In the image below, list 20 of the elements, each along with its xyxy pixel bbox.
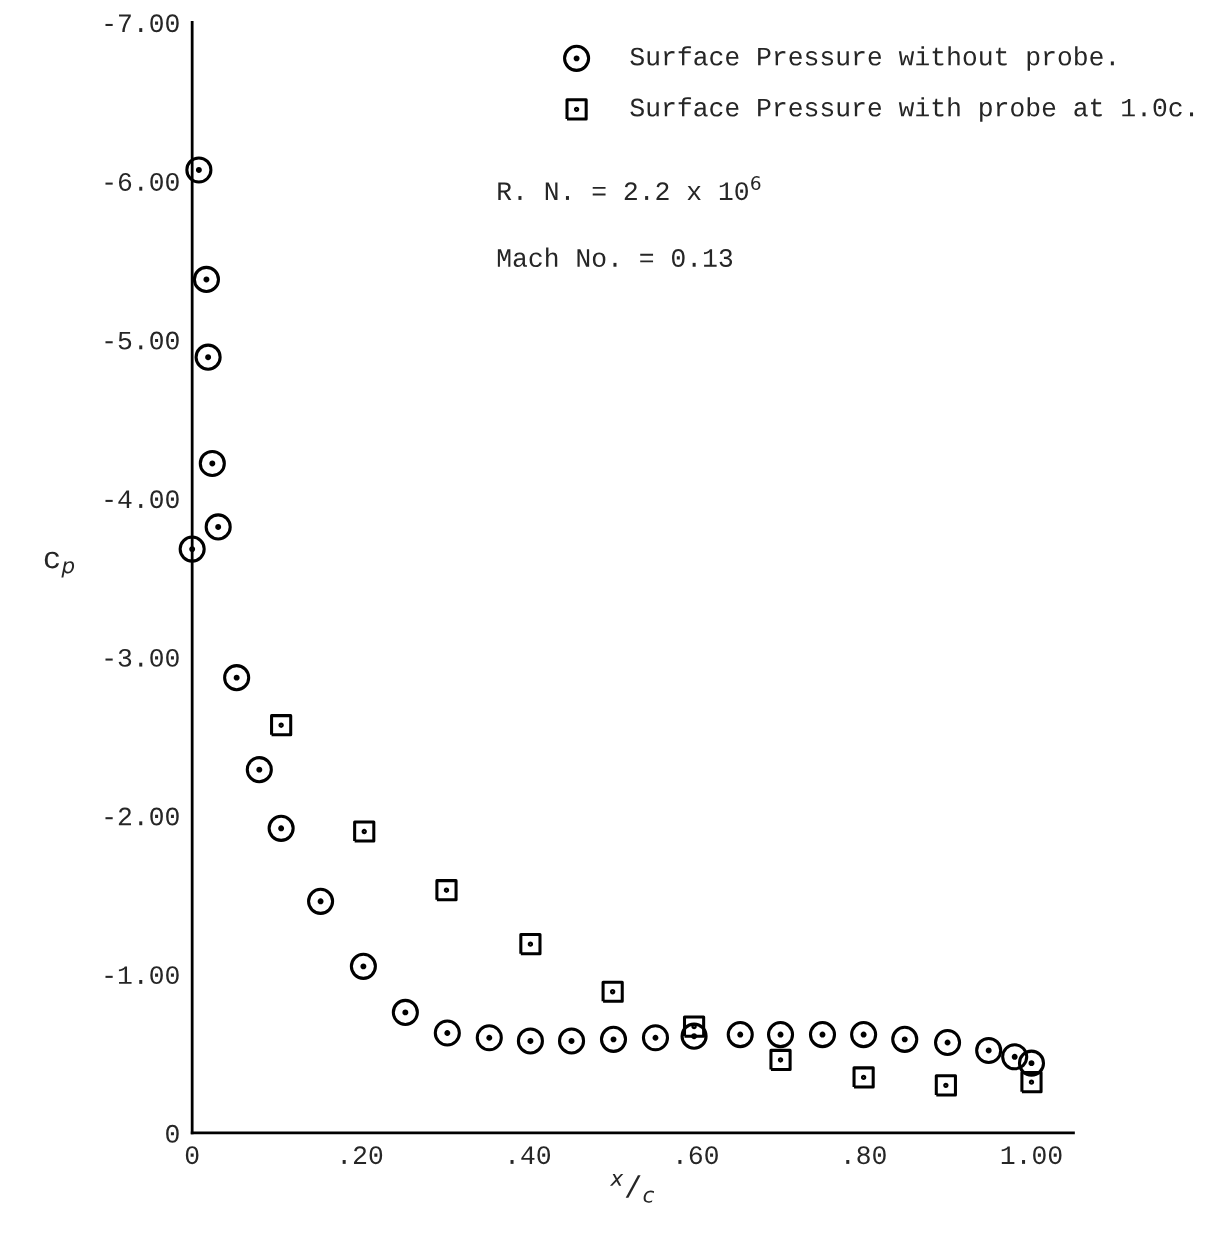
x-tick-label: .60: [678, 1146, 718, 1165]
x-tick-label: 0: [185, 1146, 199, 1165]
x-tick-label: .80: [846, 1146, 886, 1165]
y-tick-label: -1.00: [105, 966, 179, 985]
x-tick-label: .40: [510, 1146, 551, 1165]
x-tick-label: .20: [342, 1146, 383, 1165]
y-tick-label: -5.00: [105, 331, 179, 350]
y-tick-label: -3.00: [105, 648, 179, 667]
legend-label: Surface Pressure with probe at 1.0c.: [630, 97, 1194, 122]
y-tick-label: -6.00: [105, 172, 179, 191]
annotation: R. N. = 2.2 x 10$^{6}$: [498, 176, 761, 201]
y-tick-label: -7.00: [105, 14, 179, 33]
y-tick-label: -2.00: [105, 807, 179, 826]
x-tick-label: 1.00: [1001, 1146, 1062, 1165]
legend-label: Surface Pressure without probe.: [630, 46, 1114, 71]
y-tick-label: 0: [166, 1124, 179, 1143]
x-axis-title: $^{x}$/$_{c}$: [609, 1174, 655, 1203]
y-axis-title: c$_{p}$: [44, 551, 75, 578]
annotation: Mach No. = 0.13: [497, 247, 733, 267]
y-tick-label: -4.00: [105, 490, 179, 509]
